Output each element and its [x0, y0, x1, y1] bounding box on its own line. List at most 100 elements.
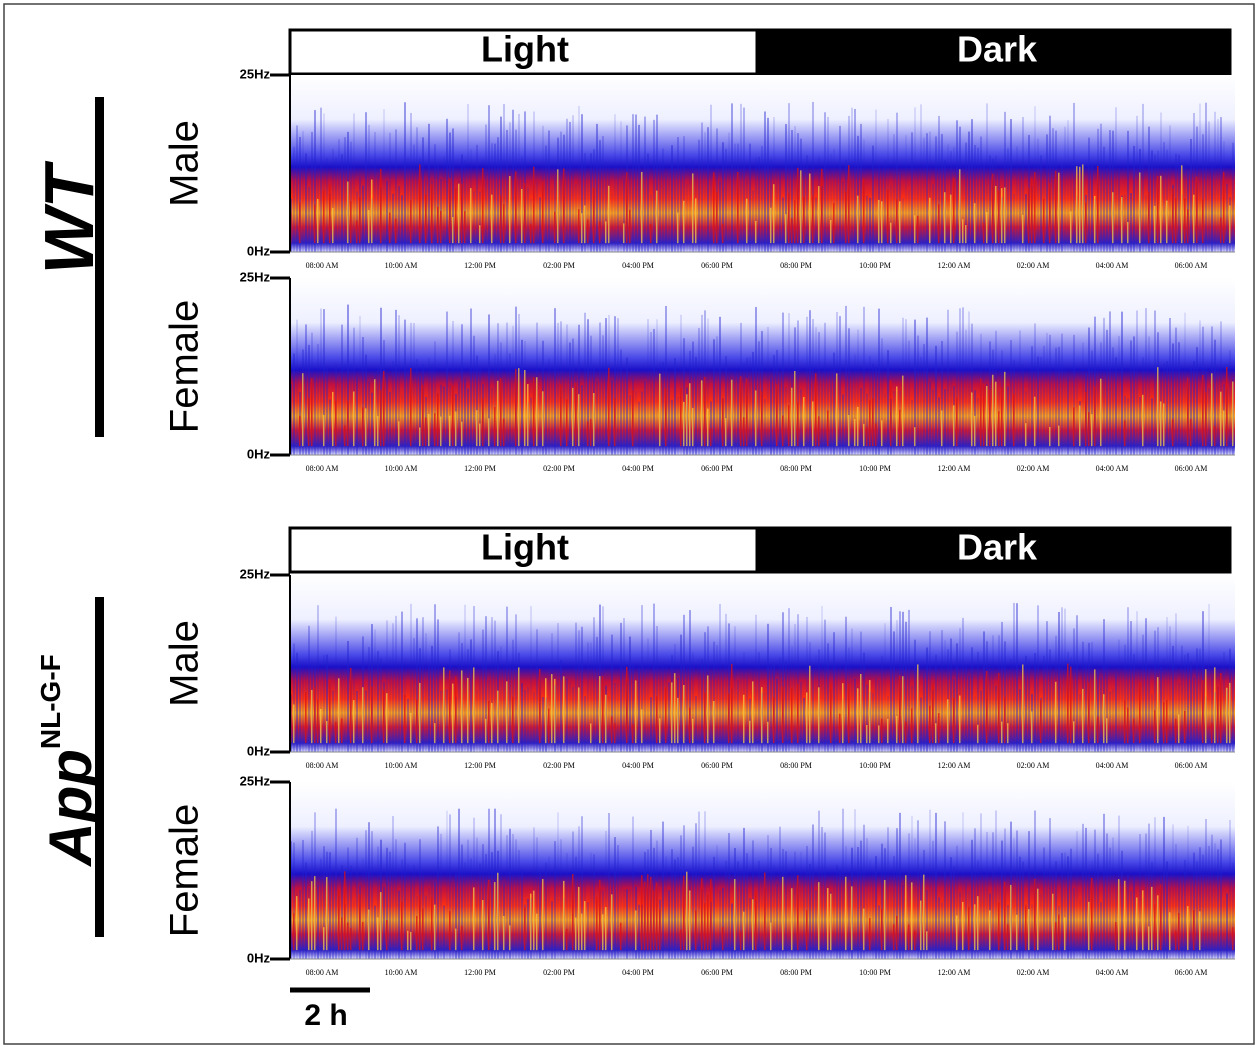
spike	[335, 616, 337, 752]
scale-bar-label: 2 h	[304, 999, 347, 1032]
hot	[980, 378, 982, 447]
hot	[572, 874, 574, 951]
hot	[845, 191, 847, 244]
spike	[875, 367, 877, 455]
hot	[899, 409, 901, 447]
hot	[341, 718, 343, 744]
hot	[887, 190, 889, 244]
spike	[485, 124, 487, 252]
hot	[701, 380, 703, 447]
spike	[713, 856, 715, 959]
spike	[737, 680, 739, 752]
hot	[1220, 673, 1222, 744]
hot	[881, 908, 883, 951]
spike	[842, 394, 844, 455]
hot	[536, 913, 538, 951]
spike	[806, 845, 808, 959]
spike	[1079, 899, 1081, 959]
spike	[1127, 874, 1129, 959]
spike	[836, 175, 838, 252]
spike	[1232, 662, 1234, 752]
spike	[506, 606, 508, 752]
spike	[1046, 621, 1048, 752]
spike	[848, 328, 850, 455]
hot	[1136, 897, 1138, 951]
hot	[755, 390, 757, 447]
spike	[1172, 645, 1174, 752]
hot	[1229, 682, 1231, 744]
spike	[773, 864, 775, 959]
panel-label: Male	[163, 120, 207, 207]
spike	[605, 830, 607, 959]
spike	[1106, 664, 1108, 752]
hot	[539, 669, 541, 744]
time-label: 10:00 PM	[859, 761, 891, 770]
hot	[593, 392, 595, 447]
hot	[299, 202, 301, 244]
hot	[368, 909, 370, 951]
hot	[578, 394, 580, 447]
spike	[389, 391, 391, 455]
spike	[983, 874, 985, 959]
spike	[734, 370, 736, 455]
hot	[521, 188, 523, 244]
spike	[1025, 655, 1027, 752]
spike	[902, 198, 904, 252]
spike	[1208, 388, 1210, 455]
hot	[713, 701, 715, 744]
spike	[875, 109, 877, 252]
spike	[863, 306, 865, 455]
spike	[1181, 878, 1183, 959]
spike	[938, 397, 940, 455]
hot	[1154, 205, 1156, 244]
spike	[413, 144, 415, 252]
spike	[1070, 374, 1072, 455]
hot	[614, 398, 616, 447]
spike	[1022, 117, 1024, 252]
spike	[956, 643, 958, 752]
hot	[752, 899, 754, 951]
spike	[926, 317, 928, 455]
spike	[1136, 611, 1138, 752]
spike	[650, 194, 652, 252]
hot	[416, 699, 418, 744]
hot	[869, 400, 871, 447]
spike	[728, 833, 730, 959]
hot	[428, 413, 430, 447]
spike	[377, 651, 379, 752]
spike	[1013, 193, 1015, 252]
spike	[641, 391, 643, 455]
hot	[425, 194, 427, 244]
spike	[536, 837, 538, 959]
spike	[566, 678, 568, 752]
hot	[1103, 694, 1105, 744]
spike	[698, 327, 700, 455]
hot	[338, 678, 340, 744]
spike	[395, 309, 397, 455]
hot	[497, 872, 499, 951]
hot	[512, 696, 514, 744]
spike	[878, 905, 880, 959]
hot	[746, 198, 748, 244]
hot	[656, 695, 658, 744]
spike	[1118, 168, 1120, 252]
hot	[410, 368, 412, 447]
spike	[1025, 391, 1027, 455]
hot	[677, 697, 679, 744]
hot	[887, 718, 889, 744]
spike	[1148, 126, 1150, 252]
hot	[575, 917, 577, 951]
spike	[1229, 820, 1231, 959]
spike	[824, 112, 826, 252]
spike	[377, 176, 379, 252]
y-bottom-label: 0Hz	[247, 743, 271, 758]
spike	[890, 607, 892, 752]
hot	[944, 192, 946, 244]
spike	[1163, 816, 1165, 959]
spike	[539, 871, 541, 959]
hot	[1211, 722, 1213, 744]
spike	[602, 135, 604, 252]
spike	[545, 375, 547, 455]
time-label: 10:00 AM	[385, 761, 418, 770]
hot	[962, 219, 964, 244]
